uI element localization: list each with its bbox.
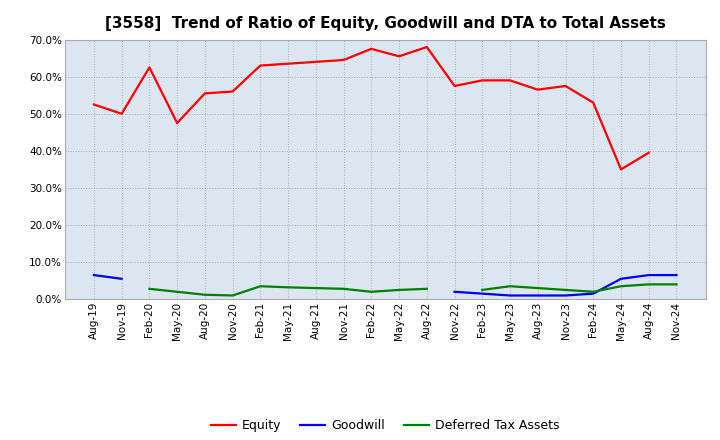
- Deferred Tax Assets: [201, 292, 210, 297]
- Deferred Tax Assets: [339, 286, 348, 291]
- Equity: [616, 167, 625, 172]
- Deferred Tax Assets: [423, 286, 431, 291]
- Equity: [367, 46, 376, 51]
- Equity: [284, 61, 292, 66]
- Line: Equity: Equity: [94, 47, 649, 169]
- Equity: [201, 91, 210, 96]
- Equity: [228, 89, 237, 94]
- Equity: [505, 78, 514, 83]
- Deferred Tax Assets: [145, 286, 154, 291]
- Equity: [395, 54, 403, 59]
- Equity: [423, 44, 431, 50]
- Equity: [173, 121, 181, 126]
- Goodwill: [117, 276, 126, 282]
- Equity: [145, 65, 154, 70]
- Deferred Tax Assets: [367, 289, 376, 294]
- Title: [3558]  Trend of Ratio of Equity, Goodwill and DTA to Total Assets: [3558] Trend of Ratio of Equity, Goodwil…: [105, 16, 665, 32]
- Equity: [256, 63, 265, 68]
- Equity: [478, 78, 487, 83]
- Goodwill: [89, 272, 98, 278]
- Equity: [89, 102, 98, 107]
- Equity: [117, 111, 126, 117]
- Equity: [312, 59, 320, 65]
- Equity: [589, 100, 598, 105]
- Equity: [450, 83, 459, 88]
- Equity: [644, 150, 653, 155]
- Deferred Tax Assets: [284, 285, 292, 290]
- Deferred Tax Assets: [256, 284, 265, 289]
- Deferred Tax Assets: [228, 293, 237, 298]
- Deferred Tax Assets: [173, 289, 181, 294]
- Deferred Tax Assets: [395, 287, 403, 293]
- Equity: [561, 83, 570, 88]
- Deferred Tax Assets: [312, 286, 320, 291]
- Line: Deferred Tax Assets: Deferred Tax Assets: [150, 286, 427, 296]
- Equity: [339, 57, 348, 62]
- Equity: [534, 87, 542, 92]
- Legend: Equity, Goodwill, Deferred Tax Assets: Equity, Goodwill, Deferred Tax Assets: [206, 414, 564, 437]
- Line: Goodwill: Goodwill: [94, 275, 122, 279]
